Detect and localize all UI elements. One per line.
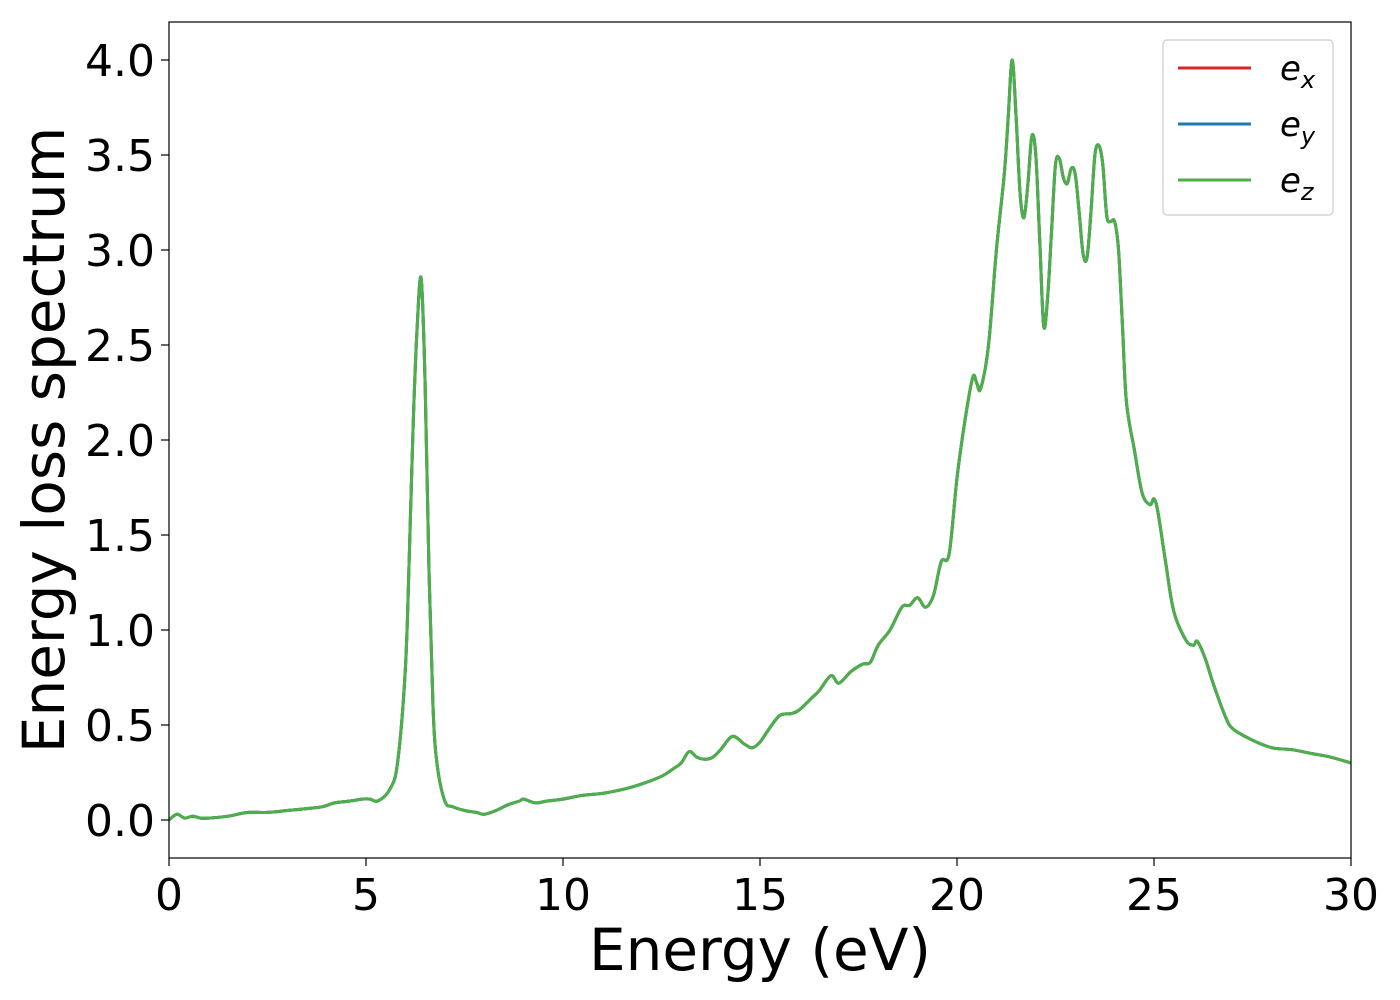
y-tick-label: 3.5 [85,131,155,182]
y-tick-label: 0.5 [85,701,155,752]
legend-label-e_y: ey [1280,105,1316,150]
x-tick-label: 5 [352,870,380,921]
legend-label-base: e [1280,105,1301,145]
legend-label-subscript: y [1300,122,1316,150]
y-tick-label: 3.0 [85,226,155,277]
legend-label-subscript: z [1300,178,1315,206]
legend-label-e_z: ez [1280,161,1315,206]
y-tick-label: 1.5 [85,511,155,562]
x-tick-label: 25 [1126,870,1182,921]
x-tick-label: 10 [535,870,591,921]
y-tick-label: 4.0 [85,36,155,87]
legend-label-base: e [1280,49,1301,89]
y-tick-label: 2.0 [85,416,155,467]
legend-label-base: e [1280,161,1301,201]
y-tick-label: 0.0 [85,796,155,847]
y-axis-label: Energy loss spectrum [10,127,78,753]
legend-label-subscript: x [1300,66,1316,94]
x-tick-label: 30 [1323,870,1379,921]
legend-box [1162,39,1334,216]
legend-label-e_x: ex [1280,49,1316,94]
x-axis-label: Energy (eV) [589,916,931,984]
series-layer [169,58,1351,822]
x-tick-label: 15 [732,870,788,921]
y-axis: 0.0 0.5 1.0 1.5 2.0 2.5 3.0 3.5 4.0 [85,36,169,847]
y-tick-label: 2.5 [85,321,155,372]
y-tick-label: 1.0 [85,606,155,657]
series-line-e_z [169,58,1351,822]
x-axis: 0 5 10 15 20 25 30 [155,858,1379,921]
x-tick-label: 20 [929,870,985,921]
x-tick-label: 0 [155,870,183,921]
